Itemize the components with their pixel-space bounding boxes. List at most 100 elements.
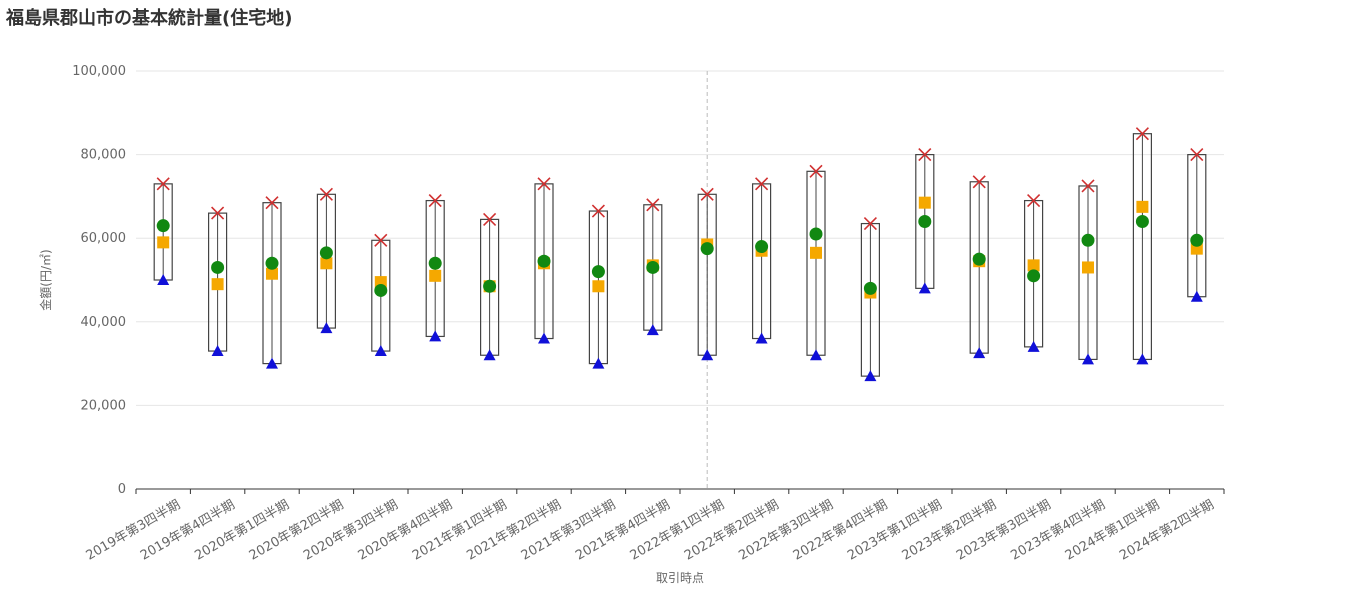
max-marker — [483, 212, 497, 226]
min-marker — [755, 332, 768, 344]
mean-marker — [428, 256, 442, 270]
x-tick-label: 2024年第1四半期 — [1063, 497, 1163, 563]
mean-marker — [1027, 269, 1041, 283]
min-marker — [483, 349, 496, 361]
x-axis-title: 取引時点 — [656, 571, 704, 585]
median-marker — [1082, 261, 1094, 274]
mean-marker — [646, 260, 660, 274]
max-marker — [646, 198, 660, 212]
x-tick-label: 2020年第4四半期 — [356, 497, 456, 563]
y-axis: 0 20,000 40,000 60,000 80,000 100,000 — [72, 64, 126, 497]
x-tick-label: 2022年第3四半期 — [736, 497, 836, 563]
min-marker — [646, 324, 659, 336]
median-marker — [157, 236, 170, 249]
mean-marker — [591, 265, 605, 279]
median-marker — [1027, 259, 1040, 272]
max-marker — [211, 206, 225, 220]
max-marker — [700, 187, 714, 201]
y-tick-label: 100,000 — [72, 64, 126, 79]
y-tick-label: 0 — [118, 482, 126, 497]
max-marker — [918, 148, 932, 162]
x-axis: 2019年第3四半期2019年第4四半期2020年第1四半期2020年第2四半期… — [84, 489, 1225, 564]
y-tick-label: 20,000 — [81, 398, 127, 413]
x-tick-label: 2020年第2四半期 — [247, 497, 347, 563]
mean-marker — [265, 256, 279, 270]
max-marker — [156, 177, 170, 191]
x-tick-label: 2023年第2四半期 — [900, 497, 1000, 563]
mean-marker — [156, 219, 170, 233]
x-tick-label: 2020年第3四半期 — [301, 497, 401, 563]
mean-marker — [1135, 214, 1149, 228]
x-tick-label: 2021年第2四半期 — [464, 497, 564, 563]
min-marker — [1082, 353, 1094, 365]
max-marker — [1135, 127, 1149, 141]
median-marker — [266, 267, 278, 280]
mean-marker — [809, 227, 823, 241]
grid-layer — [136, 70, 1224, 490]
y-axis-title: 金額(円/㎡) — [38, 249, 53, 310]
x-tick-label: 2021年第3四半期 — [519, 497, 619, 563]
min-marker — [374, 345, 387, 357]
min-marker — [429, 330, 442, 342]
max-marker — [319, 187, 333, 201]
mean-marker — [319, 246, 333, 260]
min-marker — [592, 357, 605, 369]
marker-layer — [156, 127, 1204, 382]
median-marker — [320, 257, 333, 270]
mean-marker — [537, 254, 551, 268]
x-tick-label: 2023年第3四半期 — [954, 497, 1054, 563]
y-tick-label: 40,000 — [81, 315, 127, 330]
x-tick-label: 2020年第1四半期 — [192, 497, 292, 563]
mean-marker — [700, 242, 714, 256]
median-marker — [810, 246, 822, 259]
x-tick-label: 2023年第4四半期 — [1008, 497, 1108, 563]
box-layer — [153, 133, 1207, 377]
x-tick-label: 2022年第4四半期 — [791, 497, 891, 563]
max-marker — [428, 194, 442, 208]
median-marker — [918, 196, 931, 209]
median-marker — [1136, 200, 1149, 213]
min-marker — [157, 274, 170, 285]
min-marker — [320, 322, 333, 334]
median-marker — [429, 269, 442, 282]
max-marker — [1081, 179, 1095, 193]
mean-marker — [863, 281, 877, 295]
mean-marker — [1190, 233, 1204, 247]
min-marker — [864, 370, 877, 382]
median-marker — [592, 280, 605, 293]
mean-marker — [755, 240, 769, 254]
max-marker — [1027, 194, 1041, 208]
min-marker — [1027, 340, 1040, 352]
max-marker — [809, 164, 823, 178]
max-marker — [591, 204, 605, 218]
max-marker — [972, 175, 986, 189]
mean-marker — [972, 252, 986, 266]
x-tick-label: 2021年第4四半期 — [573, 497, 673, 563]
min-marker — [211, 345, 224, 357]
max-marker — [374, 233, 388, 247]
min-marker — [810, 349, 822, 361]
min-marker — [973, 347, 986, 359]
mean-marker — [211, 260, 225, 274]
max-marker — [755, 177, 769, 191]
mean-marker — [374, 283, 388, 297]
mean-marker — [918, 214, 932, 228]
min-marker — [1190, 290, 1203, 302]
x-tick-label: 2021年第1四半期 — [410, 497, 510, 563]
max-marker — [863, 217, 877, 231]
min-marker — [918, 282, 931, 294]
x-tick-label: 2024年第2四半期 — [1117, 497, 1217, 563]
chart-title: 福島県郡山市の基本統計量(住宅地) — [6, 8, 293, 29]
mean-marker — [1081, 233, 1095, 247]
x-tick-label: 2022年第1四半期 — [628, 497, 728, 563]
x-tick-label: 2019年第3四半期 — [84, 497, 184, 563]
min-marker — [538, 332, 550, 344]
min-marker — [266, 357, 278, 369]
median-marker — [211, 278, 224, 291]
mean-marker — [483, 279, 497, 293]
max-marker — [265, 196, 279, 210]
max-marker — [537, 177, 551, 191]
x-tick-label: 2023年第1四半期 — [845, 497, 945, 563]
y-tick-label: 60,000 — [81, 231, 127, 246]
